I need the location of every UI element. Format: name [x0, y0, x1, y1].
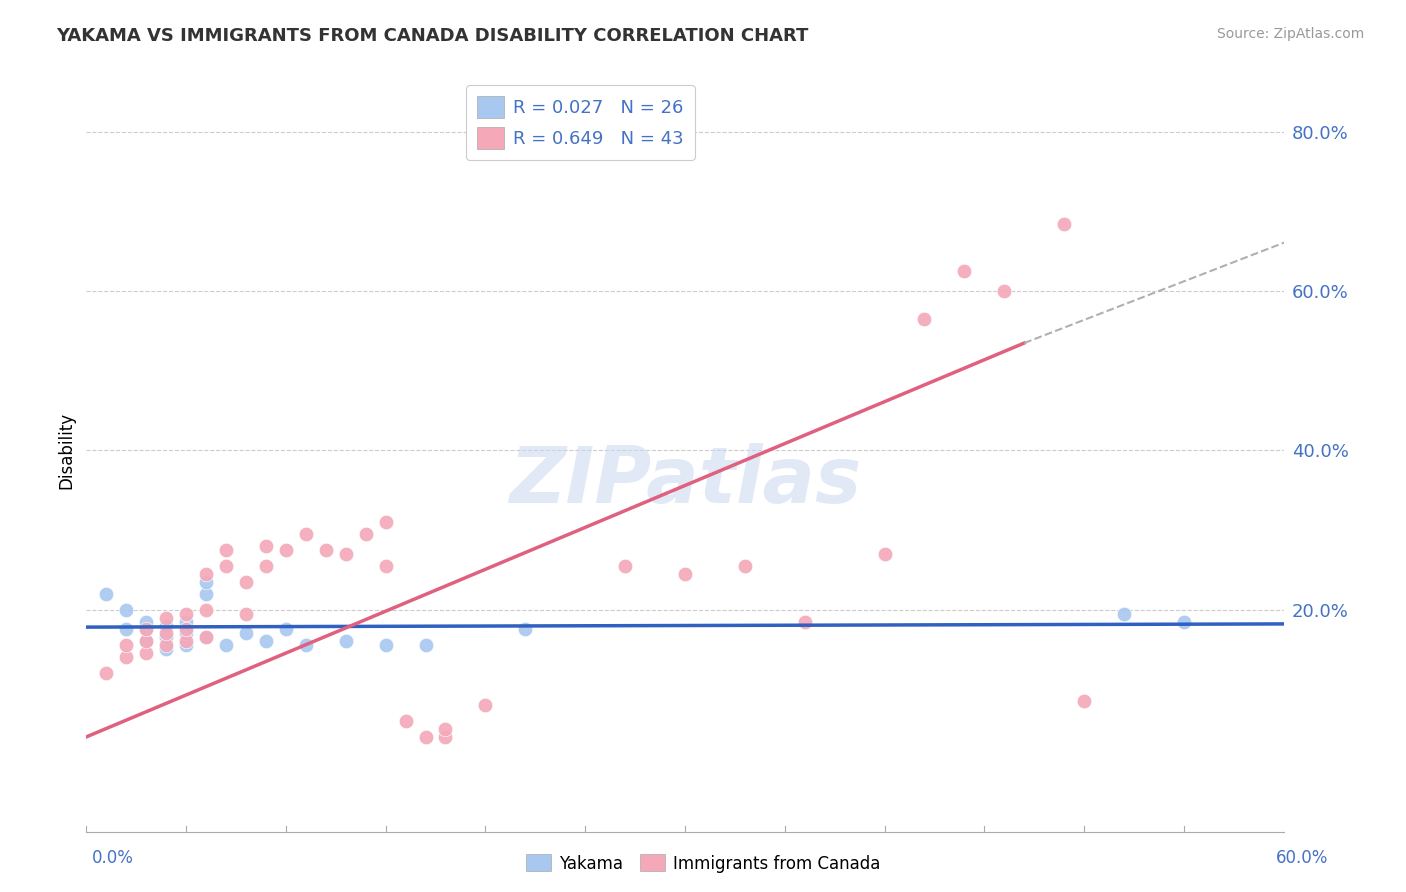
- Point: [96, 666, 118, 681]
- Point: [434, 722, 457, 736]
- Point: [96, 587, 118, 601]
- Point: [155, 610, 177, 624]
- Point: [215, 558, 238, 573]
- Point: [174, 607, 197, 621]
- Point: [415, 639, 437, 653]
- Point: [155, 642, 177, 657]
- Point: [374, 515, 396, 529]
- Point: [434, 730, 457, 744]
- Point: [474, 698, 496, 712]
- Legend: R = 0.027   N = 26, R = 0.649   N = 43: R = 0.027 N = 26, R = 0.649 N = 43: [467, 86, 695, 160]
- Point: [174, 623, 197, 637]
- Point: [195, 631, 218, 645]
- Point: [673, 566, 696, 581]
- Point: [912, 312, 935, 326]
- Point: [174, 639, 197, 653]
- Text: ZIPatlas: ZIPatlas: [509, 443, 860, 519]
- Point: [515, 623, 537, 637]
- Text: YAKAMA VS IMMIGRANTS FROM CANADA DISABILITY CORRELATION CHART: YAKAMA VS IMMIGRANTS FROM CANADA DISABIL…: [56, 27, 808, 45]
- Point: [135, 634, 157, 648]
- Point: [115, 623, 138, 637]
- Point: [135, 646, 157, 660]
- Point: [614, 558, 637, 573]
- Point: [135, 623, 157, 637]
- Text: 60.0%: 60.0%: [1277, 849, 1329, 867]
- Point: [195, 574, 218, 589]
- Point: [315, 543, 337, 558]
- Point: [274, 543, 297, 558]
- Point: [195, 587, 218, 601]
- Point: [235, 626, 257, 640]
- Point: [1053, 217, 1076, 231]
- Point: [235, 607, 257, 621]
- Point: [155, 626, 177, 640]
- Point: [215, 543, 238, 558]
- Point: [294, 527, 316, 541]
- Point: [174, 634, 197, 648]
- Point: [135, 634, 157, 648]
- Point: [873, 547, 896, 561]
- Point: [1073, 694, 1095, 708]
- Point: [374, 639, 396, 653]
- Point: [135, 623, 157, 637]
- Point: [174, 626, 197, 640]
- Point: [335, 547, 357, 561]
- Point: [394, 714, 416, 728]
- Point: [155, 639, 177, 653]
- Point: [135, 615, 157, 629]
- Point: [1112, 607, 1135, 621]
- Point: [195, 631, 218, 645]
- Point: [415, 730, 437, 744]
- Point: [195, 566, 218, 581]
- Point: [155, 631, 177, 645]
- Point: [115, 602, 138, 616]
- Point: [274, 623, 297, 637]
- Point: [115, 639, 138, 653]
- Text: 0.0%: 0.0%: [91, 849, 134, 867]
- Point: [335, 634, 357, 648]
- Legend: Yakama, Immigrants from Canada: Yakama, Immigrants from Canada: [519, 847, 887, 880]
- Point: [734, 558, 756, 573]
- Point: [174, 615, 197, 629]
- Point: [1173, 615, 1195, 629]
- Point: [354, 527, 377, 541]
- Point: [195, 602, 218, 616]
- Point: [215, 639, 238, 653]
- Point: [294, 639, 316, 653]
- Point: [374, 558, 396, 573]
- Point: [953, 264, 976, 278]
- Point: [254, 558, 277, 573]
- Point: [235, 574, 257, 589]
- Point: [155, 618, 177, 632]
- Text: Source: ZipAtlas.com: Source: ZipAtlas.com: [1216, 27, 1364, 41]
- Point: [115, 650, 138, 665]
- Point: [793, 615, 815, 629]
- Point: [254, 634, 277, 648]
- Point: [254, 539, 277, 553]
- Point: [993, 285, 1015, 299]
- Y-axis label: Disability: Disability: [58, 412, 75, 489]
